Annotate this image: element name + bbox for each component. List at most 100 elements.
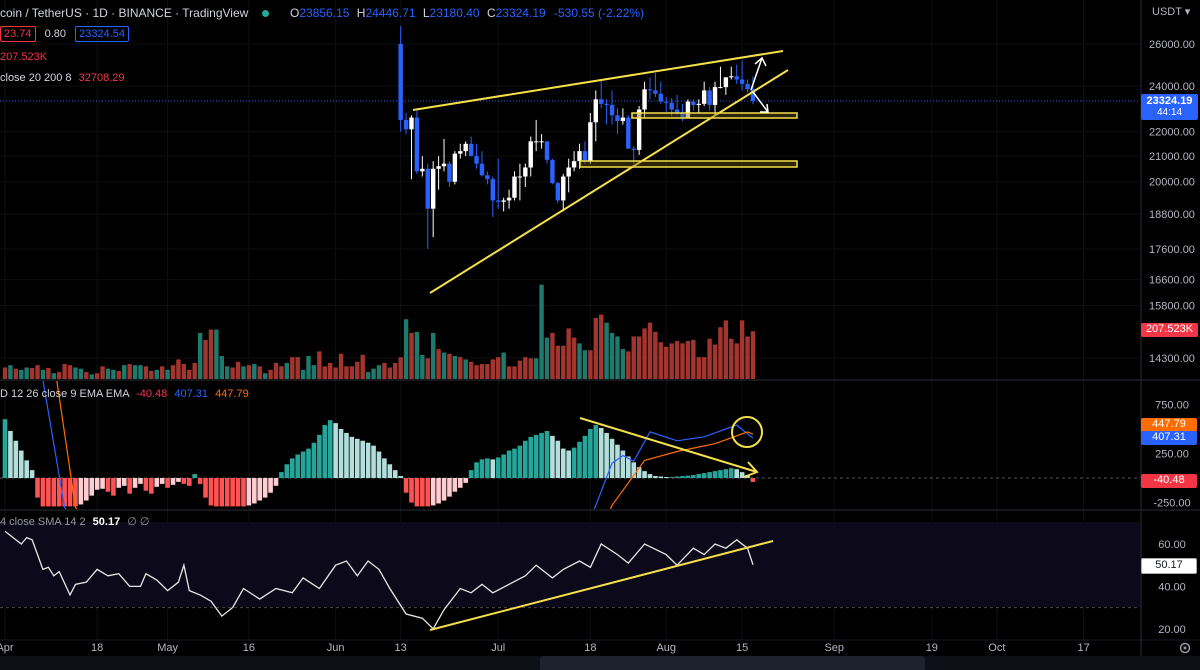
price-tick-label: 15800.00 (1149, 300, 1195, 312)
volume-bar (636, 336, 642, 379)
macd-histogram-bar (246, 478, 252, 506)
gear-icon[interactable] (1179, 642, 1191, 654)
candle-body (669, 102, 674, 110)
volume-bar (512, 366, 517, 379)
volume-bar (317, 351, 322, 379)
symbol-legend[interactable]: coin / TetherUS · 1D · BINANCE · Trading… (0, 6, 644, 20)
macd-histogram-bar (149, 478, 154, 494)
price-tick-label: 21000.00 (1149, 151, 1195, 163)
volume-bar (371, 368, 376, 379)
macd-histogram-bar (143, 478, 149, 491)
volume-bar (642, 328, 647, 379)
volume-bar (458, 357, 463, 379)
candle-body (398, 44, 403, 120)
upper-trendline[interactable] (412, 50, 784, 111)
volume-bar (328, 362, 333, 379)
volume-bar (485, 364, 490, 379)
macd-histogram-bar (620, 450, 626, 478)
candle-body (582, 151, 588, 162)
indicator-legend[interactable]: close 20 200 8 32708.29 (0, 72, 125, 84)
drawings[interactable] (412, 50, 798, 631)
macd-histogram-bar (517, 445, 523, 478)
macd-histogram-bar (626, 456, 631, 478)
volume-bar (360, 354, 365, 379)
rsi-legend[interactable]: 4 close SMA 14 2 50.17 ∅ ∅ (0, 515, 150, 528)
candle-body (631, 148, 636, 150)
volume-bar (187, 369, 192, 379)
volume-bar (132, 365, 138, 379)
volume-bar (674, 341, 680, 379)
volume-bar (523, 357, 528, 379)
macd-histogram-bar (468, 470, 474, 478)
macd-histogram-bar (51, 478, 57, 507)
volume-bar (750, 331, 756, 379)
candle-body (496, 200, 501, 202)
candle-body (745, 83, 750, 90)
arrow-down-icon (760, 103, 769, 113)
macd-histogram-bar (132, 478, 138, 488)
arrow-down-line[interactable] (752, 91, 769, 113)
volume-bar (582, 350, 588, 379)
macd-histogram-bar (615, 444, 620, 478)
candle-body (696, 103, 701, 105)
macd-histogram-bar (728, 468, 734, 478)
macd-histogram-bar (544, 430, 550, 478)
candle-body (712, 87, 718, 105)
macd-histogram-bar (734, 469, 739, 478)
macd-histogram-bar (338, 429, 344, 478)
macd-histogram-bar (208, 478, 214, 506)
candle-body (701, 90, 707, 104)
macd-highlight-circle[interactable] (731, 416, 763, 448)
volume-bar (745, 336, 750, 379)
time-tick-label: Sep (824, 642, 844, 654)
candle-body (658, 93, 664, 102)
macd-histogram-bar (555, 440, 561, 478)
rsi-line (4, 530, 754, 630)
currency-selector[interactable]: USDT ▾ (1152, 6, 1191, 18)
volume-bar (24, 367, 29, 379)
drawing-toolbar[interactable] (540, 656, 925, 670)
buy-button[interactable]: 23324.54 (75, 26, 129, 42)
volume-bar (300, 369, 306, 379)
macd-histogram-bar (327, 420, 333, 478)
macd-histogram-bar (35, 478, 40, 498)
macd-divergence-line[interactable] (579, 417, 758, 473)
macd-histogram-bar (181, 478, 187, 484)
lower-trendline[interactable] (429, 69, 789, 294)
volume-bar (420, 354, 425, 379)
volume-bar (669, 343, 674, 379)
volume-bar (197, 333, 203, 379)
candle-body (474, 156, 479, 164)
sell-button[interactable]: 23.74 (0, 26, 36, 42)
support-zone-lower[interactable] (579, 160, 798, 168)
candle-body (550, 159, 555, 184)
candle-body (723, 77, 729, 88)
macd-hist-value: -40.48 (136, 388, 168, 400)
volume-bar (322, 366, 327, 379)
candle-body (571, 161, 577, 168)
volume-bar (685, 341, 691, 379)
time-tick-label: Jul (491, 642, 505, 654)
volume-series (2, 284, 756, 379)
volume-bar (555, 345, 561, 379)
bar-countdown: 44:14 (1156, 107, 1183, 118)
volume-bar (57, 372, 62, 379)
support-zone-upper[interactable] (631, 112, 798, 119)
macd-legend[interactable]: D 12 26 close 9 EMA EMA -40.48 407.31 44… (0, 388, 249, 400)
volume-bar (78, 368, 84, 379)
macd-histogram-bar (609, 438, 615, 478)
arrow-up-line[interactable] (750, 57, 763, 91)
macd-histogram-bar (528, 436, 534, 478)
candle-body (685, 101, 691, 118)
macd-histogram-bar (425, 478, 431, 507)
candle-body (436, 166, 441, 169)
volume-bar (403, 319, 409, 379)
macd-histogram-bar (414, 478, 420, 507)
volume-legend[interactable]: 207.523K (0, 51, 48, 63)
range-arrows[interactable] (750, 56, 769, 113)
macd-histogram-bar (105, 478, 111, 492)
volume-bar (398, 357, 403, 379)
rsi-trendline[interactable] (429, 540, 774, 631)
macd-histogram-bar (89, 478, 95, 496)
